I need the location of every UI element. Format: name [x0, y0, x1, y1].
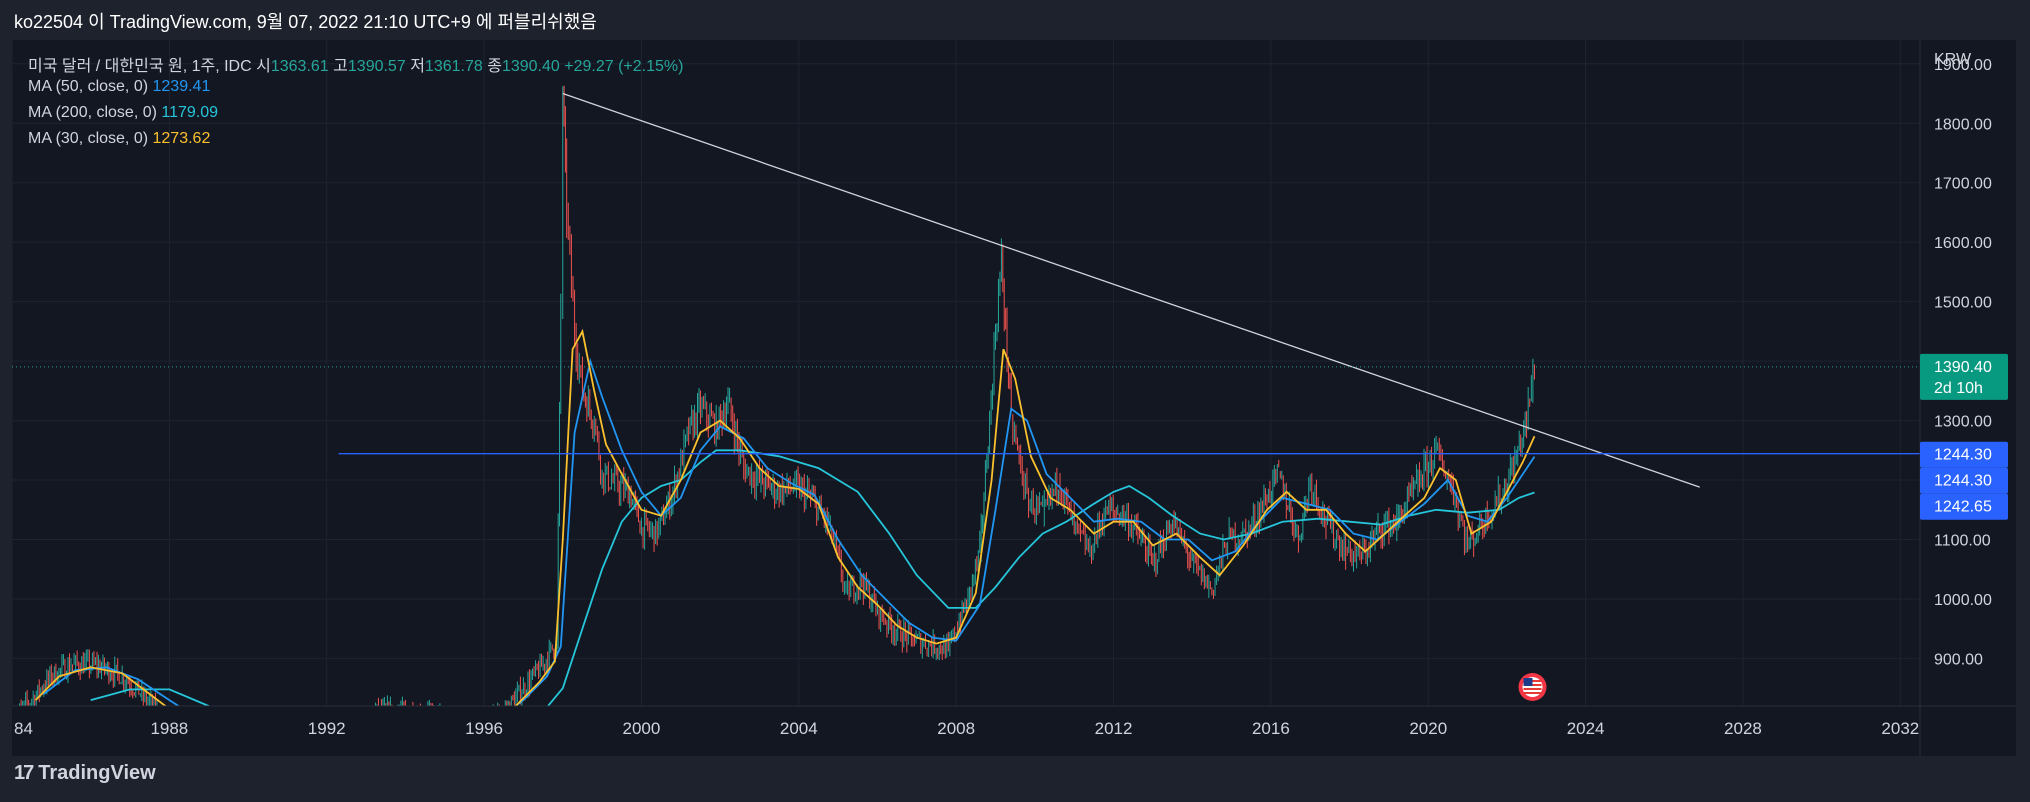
tradingview-logo-icon: 17	[14, 762, 34, 784]
ohlc-low: 저1361.78	[410, 58, 483, 75]
y-tick-label: 1600.00	[1934, 235, 1992, 252]
symbol-title: 미국 달러 / 대한민국 원, 1주, IDC	[28, 58, 252, 75]
price-label-countdown: 2d 10h	[1934, 380, 1983, 397]
x-tick-label: 2004	[780, 719, 818, 738]
price-label-text: 1390.40	[1934, 359, 1992, 376]
grid	[12, 40, 1920, 706]
x-tick-label: 1988	[150, 719, 188, 738]
y-tick-label: 1900.00	[1934, 57, 1992, 74]
price-label-text: 1242.65	[1934, 499, 1992, 516]
candles	[17, 85, 1535, 706]
price-label-box	[1920, 493, 2008, 520]
x-tick-label: 2024	[1567, 719, 1605, 738]
y-tick-label: 1300.00	[1934, 414, 1992, 431]
ma30-line	[514, 328, 1536, 706]
ohlc-close: 종1390.40	[487, 58, 560, 75]
ma50-line	[514, 357, 1536, 706]
x-tick-label: 2012	[1095, 719, 1133, 738]
x-tick-label: 2020	[1409, 719, 1447, 738]
legend-ma50[interactable]: MA (50, close, 0) 1239.41	[28, 78, 211, 95]
brand-text: TradingView	[38, 762, 156, 784]
y-tick-label: 1500.00	[1934, 295, 1992, 312]
x-tick-label: 1992	[308, 719, 346, 738]
ma50-value: 1239.41	[152, 78, 211, 95]
y-tick-label: 1000.00	[1934, 592, 1992, 609]
ohlc-open: 시1363.61	[256, 58, 329, 75]
y-tick-label: 1800.00	[1934, 116, 1992, 133]
x-tick-label: 2016	[1252, 719, 1290, 738]
price-label-text: 1244.30	[1934, 447, 1992, 464]
price-label-box	[1920, 467, 2008, 494]
price-labels: 1390.40 2d 10h 1244.30 1244.30 1242.65	[1920, 353, 2008, 520]
x-tick-label: 2000	[623, 719, 661, 738]
tradingview-footer[interactable]: 17 TradingView	[14, 762, 156, 785]
flag-canton	[1523, 678, 1533, 686]
price-chart[interactable]: 900.001000.001100.001200.001300.001400.0…	[12, 40, 2016, 756]
legend-ma200[interactable]: MA (200, close, 0) 1179.09	[28, 104, 219, 121]
currency-unit: KRW	[1934, 51, 1972, 68]
x-tick-label: 2028	[1724, 719, 1762, 738]
drawings	[12, 92, 1920, 701]
price-label-box	[1920, 441, 2008, 468]
ma30-value: 1273.62	[152, 130, 211, 147]
chart-frame	[12, 40, 2016, 756]
flag-stripe	[1523, 692, 1542, 694]
price-label-box	[1920, 353, 2008, 400]
x-tick-label: 1996	[465, 719, 503, 738]
flag-stripe	[1523, 688, 1542, 690]
ma30-line	[34, 666, 167, 706]
legend-symbol-row: 미국 달러 / 대한민국 원, 1주, IDC 시1363.61 고1390.5…	[28, 52, 683, 76]
y-tick-label: 1100.00	[1934, 533, 1991, 550]
moving-averages	[34, 328, 1536, 706]
trendline	[562, 92, 1700, 488]
publish-info: ko22504 이 TradingView.com, 9월 07, 2022 2…	[14, 12, 597, 32]
ma200-value: 1179.09	[161, 104, 219, 121]
x-tick-label: 84	[14, 719, 33, 738]
ohlc-high: 고1390.57	[333, 58, 406, 75]
y-tick-label: 1700.00	[1934, 176, 1992, 193]
x-tick-label: 2008	[937, 719, 975, 738]
y-tick-label: 900.00	[1934, 651, 1983, 668]
x-tick-label: 2032	[1881, 719, 1919, 738]
us-flag-icon	[1518, 673, 1547, 701]
price-label-text: 1244.30	[1934, 473, 1992, 490]
axes: 900.001000.001100.001200.001300.001400.0…	[12, 40, 2016, 756]
ma200-line	[90, 688, 211, 706]
price-change: +29.27 (+2.15%)	[564, 58, 684, 75]
ma200-line	[546, 449, 1535, 706]
legend-ma30[interactable]: MA (30, close, 0) 1273.62	[28, 130, 211, 147]
